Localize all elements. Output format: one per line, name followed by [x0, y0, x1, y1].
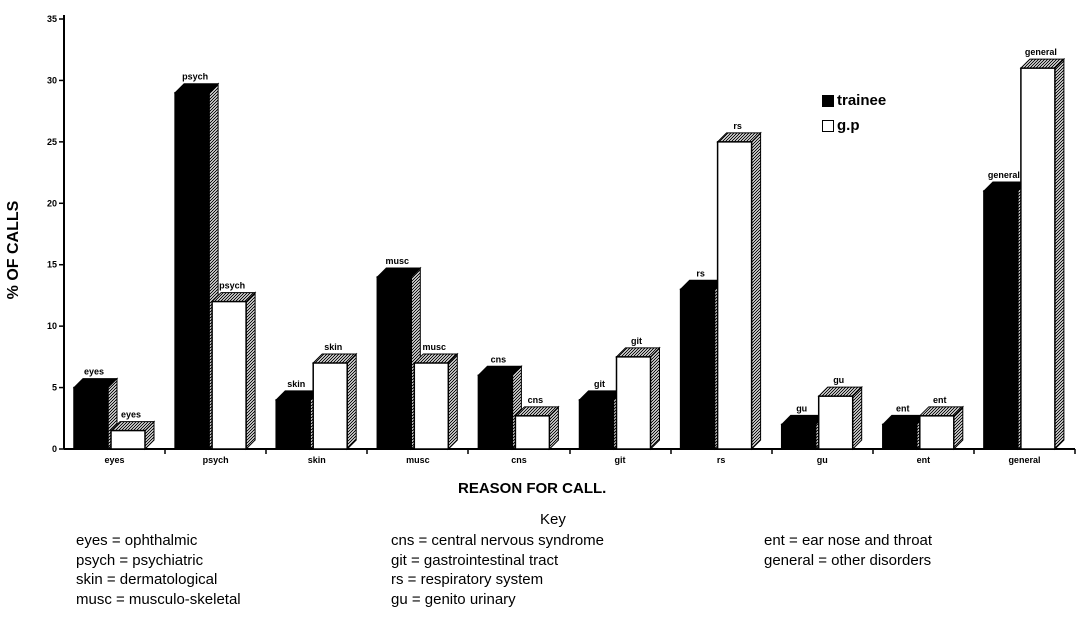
bar-trainee — [275, 399, 311, 450]
data-label-gp: musc — [423, 342, 447, 352]
data-label-trainee: skin — [287, 379, 305, 389]
bar-chart-svg: 0 5 10 15 20 25 30 35 eyes eyes eyes psych psych psyc… — [47, 14, 1076, 465]
bar-side-gp — [852, 385, 863, 451]
data-label-trainee: ent — [896, 403, 910, 413]
bar-trainee — [882, 423, 918, 450]
x-tick-label: git — [615, 455, 626, 465]
bar-gp — [1020, 67, 1056, 450]
key-column-1: eyes = ophthalmic psych = psychiatric sk… — [76, 531, 241, 609]
chart: 0 5 10 15 20 25 30 35 eyes eyes eyes psych psych psyc… — [5, 14, 1076, 497]
bar-side-gp — [650, 346, 660, 451]
x-tick-label: skin — [308, 455, 326, 465]
bar-side-gp — [346, 352, 357, 451]
bar-trainee — [73, 386, 109, 450]
bar-gp — [514, 415, 551, 450]
key-entry: rs = respiratory system — [391, 571, 544, 588]
data-label-gp: git — [631, 336, 642, 346]
legend-label-trainee: trainee — [837, 92, 887, 109]
x-tick-label: general — [1008, 455, 1040, 465]
key-column-3: ent = ear nose and throat general = othe… — [764, 531, 932, 570]
data-label-trainee: rs — [696, 268, 705, 278]
key-entry: musc = musculo-skeletal — [76, 590, 241, 608]
data-label-trainee: gu — [796, 403, 807, 413]
bar-gp — [110, 429, 146, 450]
key-entry: cns = central nervous syndrome — [391, 532, 605, 549]
bar-trainee — [780, 423, 817, 450]
data-label-gp: cns — [528, 395, 544, 405]
legend-swatch-gp — [822, 119, 834, 132]
bar-gp — [615, 356, 652, 450]
bar-trainee — [578, 399, 615, 450]
x-tick-label: cns — [511, 455, 527, 465]
data-label-gp: psych — [219, 281, 245, 291]
bar-side-gp — [1054, 57, 1065, 451]
x-tick-label: musc — [406, 455, 430, 465]
bar-gp — [211, 300, 247, 450]
y-tick-label: 5 — [52, 383, 57, 393]
data-label-gp: gu — [833, 375, 844, 385]
key-entry: gu = genito urinary — [391, 590, 516, 608]
key-title: Key — [540, 511, 566, 528]
bar-gp — [817, 395, 854, 450]
legend: trainee g.p — [818, 84, 920, 148]
data-label-gp: rs — [733, 121, 742, 131]
data-label-gp: skin — [324, 342, 342, 352]
bar-gp — [413, 362, 450, 450]
legend-swatch-trainee — [822, 94, 834, 107]
data-label-trainee: cns — [491, 354, 507, 364]
y-tick-label: 15 — [47, 260, 57, 270]
y-tick-label: 35 — [47, 14, 57, 24]
key-entry: psych = psychiatric — [76, 551, 204, 569]
bar-gp — [919, 415, 955, 450]
x-tick-label: rs — [717, 455, 726, 465]
key-entry: git = gastrointestinal tract — [391, 551, 559, 569]
data-label-trainee: git — [594, 379, 605, 389]
y-tick-label: 10 — [47, 321, 57, 331]
x-tick-label: eyes — [105, 455, 125, 465]
legend-item-gp: g.p — [822, 117, 860, 134]
data-label-gp: ent — [933, 395, 947, 405]
data-label-trainee: musc — [386, 256, 410, 266]
key-entry: ent = ear nose and throat — [764, 532, 933, 549]
x-tick-label: gu — [817, 455, 828, 465]
bar-trainee — [477, 374, 514, 450]
bar-side-gp — [447, 352, 458, 451]
data-label-trainee: eyes — [84, 367, 104, 377]
key-entry: general = other disorders — [764, 551, 932, 569]
bar-side-gp — [751, 131, 762, 451]
y-axis-label: % OF CALLS — [5, 200, 22, 300]
data-label-trainee: general — [988, 170, 1020, 180]
bar-trainee — [174, 91, 210, 450]
bar-trainee — [983, 190, 1019, 450]
x-tick-label: ent — [917, 455, 931, 465]
y-tick-label: 0 — [52, 444, 57, 454]
y-tick-label: 25 — [47, 137, 57, 147]
key-entry: eyes = ophthalmic — [76, 532, 198, 549]
x-axis-label: REASON FOR CALL. — [458, 480, 607, 497]
x-tick-label: psych — [203, 455, 229, 465]
y-tick-label: 20 — [47, 198, 57, 208]
y-tick-label: 30 — [47, 75, 57, 85]
bar-gp — [716, 141, 753, 450]
legend-item-trainee: trainee — [822, 92, 886, 109]
legend-label-gp: g.p — [837, 117, 860, 134]
data-label-trainee: psych — [182, 72, 208, 82]
key-entry: skin = dermatological — [76, 571, 218, 588]
bar-gp — [312, 362, 348, 450]
bar-side-gp — [245, 291, 256, 451]
key-column-2: cns = central nervous syndrome git = gas… — [391, 531, 604, 609]
data-label-gp: general — [1025, 47, 1057, 57]
bar-trainee — [376, 276, 413, 450]
data-label-gp: eyes — [121, 410, 141, 420]
bar-trainee — [679, 288, 716, 450]
